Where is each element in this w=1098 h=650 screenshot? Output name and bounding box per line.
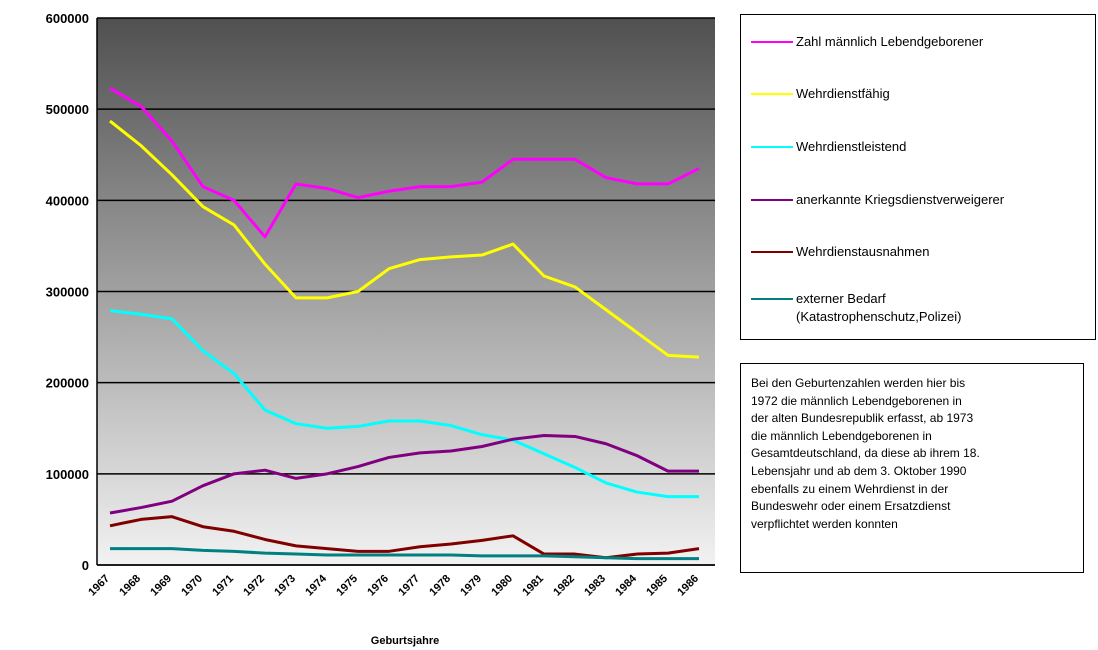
x-tick-label: 1970 (179, 573, 205, 599)
x-tick-label: 1977 (396, 573, 422, 599)
x-tick-label: 1985 (644, 573, 670, 599)
legend-label: Wehrdienstausnahmen (796, 244, 930, 259)
x-tick-label: 1980 (489, 573, 515, 599)
series-line (109, 86, 700, 239)
x-axis-label: Geburtsjahre (371, 635, 439, 647)
annotation-line: verpflichtet werden konnten (751, 516, 898, 531)
legend-swatch (751, 93, 793, 95)
legend: Zahl männlich Lebendgeborener Wehrdienstf… (740, 14, 1096, 340)
legend-swatch (751, 146, 793, 148)
annotation-line: die männlich Lebendgeborenen in (751, 428, 932, 443)
legend-swatch (751, 199, 793, 201)
annotation-line: ebenfalls zu einem Wehrdienst in der (751, 481, 949, 496)
y-tick-label: 300000 (46, 285, 89, 300)
legend-entry: Wehrdienstleistend (751, 138, 906, 156)
annotation-line: Bundeswehr oder einem Ersatzdienst (751, 499, 951, 514)
x-tick-label: 1983 (582, 573, 608, 599)
legend-swatch (751, 298, 793, 300)
legend-label: anerkannte Kriegsdienstverweigerer (796, 192, 1005, 207)
series-line (109, 119, 700, 359)
series-line (109, 309, 699, 499)
y-tick-label: 0 (82, 558, 89, 573)
x-tick-label: 1978 (427, 573, 453, 599)
x-tick-label: 1971 (210, 573, 236, 599)
x-tick-label: 1968 (117, 573, 143, 599)
y-tick-label: 600000 (46, 11, 89, 26)
x-tick-label: 1969 (148, 573, 174, 599)
x-tick-label: 1967 (86, 573, 112, 599)
x-tick-label: 1975 (334, 573, 360, 599)
legend-entry: Wehrdienstausnahmen (751, 243, 929, 261)
x-tick-label: 1984 (613, 572, 639, 598)
legend-swatch (751, 41, 793, 43)
x-tick-label: 1973 (272, 573, 298, 599)
annotation-line: Gesamtdeutschland, da diese ab ihrem 18. (751, 446, 980, 461)
legend-entry: Zahl männlich Lebendgeborener (751, 33, 983, 51)
x-tick-label: 1982 (551, 573, 577, 599)
legend-entry: anerkannte Kriegsdienstverweigerer (751, 191, 1004, 209)
legend-label: Zahl männlich Lebendgeborener (796, 34, 984, 49)
x-tick-label: 1979 (458, 573, 484, 599)
legend-label: Wehrdienstleistend (796, 139, 907, 154)
annotation-line: der alten Bundesrepublik erfasst, ab 197… (751, 411, 974, 426)
x-tick-label: 1981 (520, 573, 546, 599)
legend-entry: externer Bedarf (Katastrophenschutz,Poli… (751, 290, 961, 326)
legend-label: Wehrdienstfähig (796, 86, 890, 101)
legend-entry: Wehrdienstfähig (751, 85, 890, 103)
x-tick-label: 1986 (675, 573, 701, 599)
annotation-line: 1972 die männlich Lebendgeborenen in (751, 393, 962, 408)
legend-swatch (751, 251, 793, 253)
x-tick-label: 1976 (365, 573, 391, 599)
y-tick-label: 400000 (46, 193, 89, 208)
annotation: Bei den Geburtenzahlen werden hier bis 19… (740, 363, 1084, 573)
series-line (110, 547, 699, 561)
annotation-line: Bei den Geburtenzahlen werden hier bis (751, 376, 966, 390)
series-line (109, 434, 699, 515)
x-tick-label: 1974 (303, 572, 329, 598)
y-tick-label: 100000 (46, 467, 89, 482)
x-tick-label: 1972 (241, 573, 267, 599)
y-tick-label: 200000 (46, 376, 89, 391)
y-tick-label: 500000 (46, 102, 89, 117)
annotation-line: Lebensjahr und ab dem 3. Oktober 1990 (751, 463, 967, 478)
legend-label: externer Bedarf (Katastrophenschutz,Poli… (796, 291, 962, 324)
